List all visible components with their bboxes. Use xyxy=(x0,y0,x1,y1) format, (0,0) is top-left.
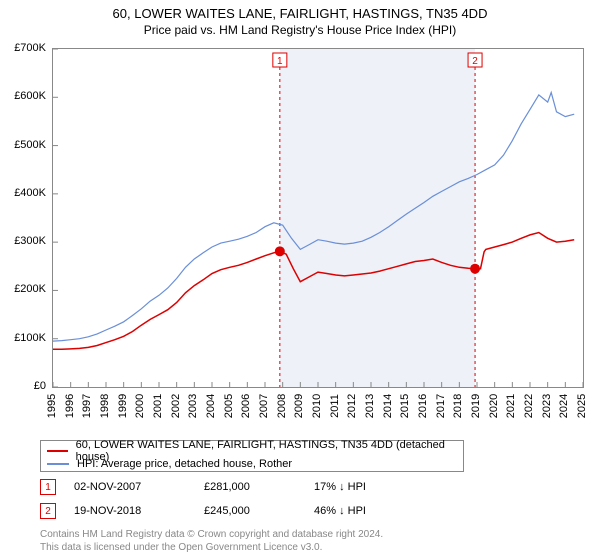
x-tick-label: 2009 xyxy=(293,394,305,418)
sale-marker-1: 1 xyxy=(40,479,56,495)
chart-container: 60, LOWER WAITES LANE, FAIRLIGHT, HASTIN… xyxy=(0,0,600,560)
x-tick-label: 2025 xyxy=(576,394,588,418)
x-tick-label: 2021 xyxy=(505,394,517,418)
x-tick-label: 2015 xyxy=(399,394,411,418)
x-tick-label: 2018 xyxy=(452,394,464,418)
x-tick-label: 2023 xyxy=(541,394,553,418)
sale-row-2: 2 19-NOV-2018 £245,000 46% ↓ HPI xyxy=(40,502,560,520)
x-tick-label: 1999 xyxy=(117,394,129,418)
x-tick-label: 1996 xyxy=(64,394,76,418)
x-tick-label: 2006 xyxy=(240,394,252,418)
x-tick-label: 2013 xyxy=(364,394,376,418)
x-tick-label: 2005 xyxy=(223,394,235,418)
x-tick-label: 2012 xyxy=(346,394,358,418)
x-tick-label: 2019 xyxy=(470,394,482,418)
x-tick-label: 2017 xyxy=(435,394,447,418)
x-tick-label: 2014 xyxy=(382,394,394,418)
y-tick-label: £200K xyxy=(14,283,46,295)
y-tick-label: £300K xyxy=(14,235,46,247)
footnote: Contains HM Land Registry data © Crown c… xyxy=(40,528,383,554)
sale-date-2: 19-NOV-2018 xyxy=(74,505,204,517)
x-tick-label: 1995 xyxy=(46,394,58,418)
footnote-line1: Contains HM Land Registry data © Crown c… xyxy=(40,528,383,541)
svg-text:1: 1 xyxy=(277,56,283,67)
sale-marker-2: 2 xyxy=(40,503,56,519)
legend-label-hpi: HPI: Average price, detached house, Roth… xyxy=(77,458,292,470)
sale-delta-2: 46% ↓ HPI xyxy=(314,505,414,517)
chart-area: 12 £0£100K£200K£300K£400K£500K£600K£700K… xyxy=(52,48,584,408)
legend-swatch-price xyxy=(47,450,68,452)
legend-swatch-hpi xyxy=(47,463,69,465)
y-tick-label: £500K xyxy=(14,139,46,151)
x-tick-label: 2020 xyxy=(488,394,500,418)
x-tick-label: 2007 xyxy=(258,394,270,418)
sale-delta-1: 17% ↓ HPI xyxy=(314,481,414,493)
footnote-line2: This data is licensed under the Open Gov… xyxy=(40,541,383,554)
x-tick-label: 1998 xyxy=(99,394,111,418)
x-tick-label: 2002 xyxy=(170,394,182,418)
x-tick-label: 2010 xyxy=(311,394,323,418)
x-tick-label: 2024 xyxy=(558,394,570,418)
x-tick-label: 2001 xyxy=(152,394,164,418)
sale-price-2: £245,000 xyxy=(204,505,314,517)
y-tick-label: £0 xyxy=(34,380,46,392)
plot-svg: 12 xyxy=(53,49,583,387)
y-tick-label: £700K xyxy=(14,42,46,54)
x-tick-label: 2022 xyxy=(523,394,535,418)
y-tick-label: £600K xyxy=(14,90,46,102)
x-tick-label: 1997 xyxy=(81,394,93,418)
x-tick-label: 2003 xyxy=(187,394,199,418)
sale-row-1: 1 02-NOV-2007 £281,000 17% ↓ HPI xyxy=(40,478,560,496)
sale-date-1: 02-NOV-2007 xyxy=(74,481,204,493)
x-tick-label: 2016 xyxy=(417,394,429,418)
chart-subtitle: Price paid vs. HM Land Registry's House … xyxy=(0,23,600,37)
plot-region: 12 xyxy=(52,48,584,388)
legend-box: 60, LOWER WAITES LANE, FAIRLIGHT, HASTIN… xyxy=(40,440,464,472)
svg-text:2: 2 xyxy=(472,56,478,67)
x-tick-label: 2008 xyxy=(276,394,288,418)
legend-row-price: 60, LOWER WAITES LANE, FAIRLIGHT, HASTIN… xyxy=(47,444,457,457)
chart-title: 60, LOWER WAITES LANE, FAIRLIGHT, HASTIN… xyxy=(0,6,600,21)
title-area: 60, LOWER WAITES LANE, FAIRLIGHT, HASTIN… xyxy=(0,0,600,37)
y-tick-label: £400K xyxy=(14,187,46,199)
sale-price-1: £281,000 xyxy=(204,481,314,493)
y-tick-label: £100K xyxy=(14,332,46,344)
x-tick-label: 2011 xyxy=(329,394,341,418)
x-tick-label: 2000 xyxy=(134,394,146,418)
x-tick-label: 2004 xyxy=(205,394,217,418)
